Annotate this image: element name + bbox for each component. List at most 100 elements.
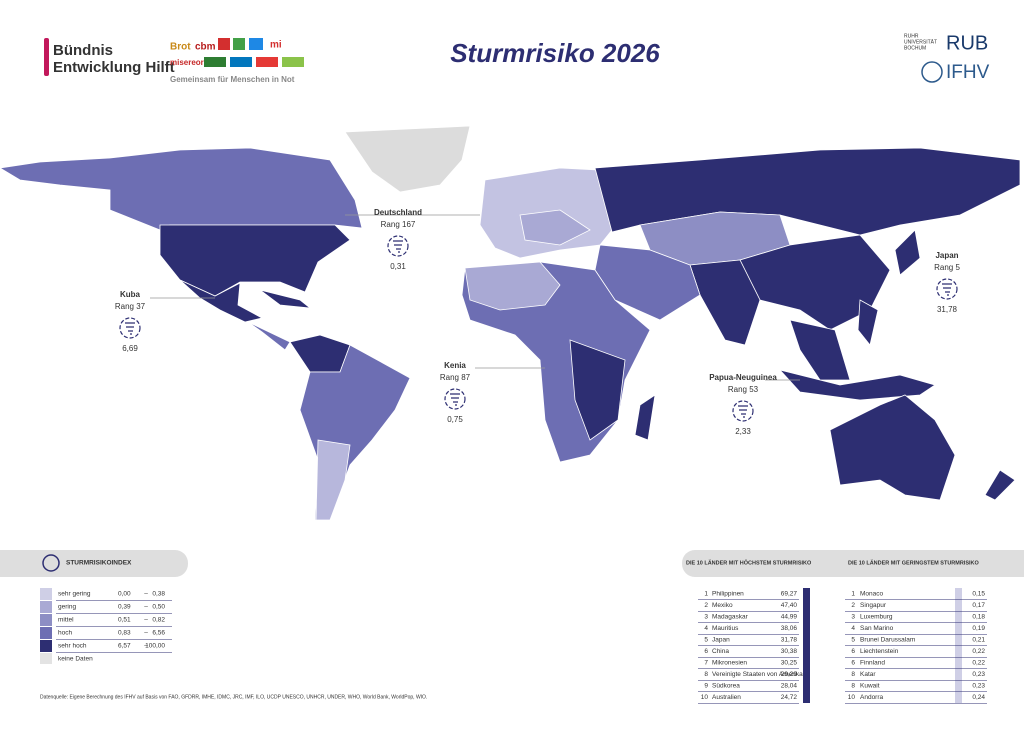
- table-rank: 6: [704, 648, 708, 655]
- storm-icon: [942, 283, 952, 296]
- table-value: 0,23: [972, 671, 985, 678]
- table-country: Katar: [860, 671, 876, 678]
- storm-icon: [936, 278, 958, 300]
- table-value: 0,23: [972, 683, 985, 690]
- table-rank: 10: [848, 694, 856, 701]
- org-name: Bündnis: [53, 42, 113, 59]
- callout-rank: Rang 37: [115, 302, 146, 311]
- uni-name: BOCHUM: [904, 45, 926, 51]
- legend-swatch: [40, 601, 52, 613]
- table-value: 0,15: [972, 591, 985, 598]
- table-header: [682, 550, 1024, 577]
- callout-value: 6,69: [122, 344, 138, 353]
- uni-name: UNIVERSITÄT: [904, 38, 937, 45]
- table-value: 0,21: [972, 637, 985, 644]
- legend-label: mittel: [58, 617, 74, 624]
- table-country: San Marino: [860, 625, 894, 632]
- institute-logo: [921, 61, 943, 83]
- table-rank: 3: [851, 614, 855, 621]
- callout-value: 0,31: [390, 262, 406, 271]
- table-value: 0,18: [972, 614, 985, 621]
- table-title: DIE 10 LÄNDER MIT HÖCHSTEM STURMRISIKO: [686, 559, 812, 566]
- table-bar: [803, 588, 810, 703]
- callout-country: Kenia: [444, 361, 466, 370]
- partner-logo: [204, 57, 226, 67]
- legend-to: 100,00: [145, 643, 165, 650]
- table-value: 47,40: [781, 602, 798, 609]
- logo-bar: [44, 38, 49, 76]
- legend-swatch: [40, 627, 52, 639]
- table-rank: 1: [851, 591, 855, 598]
- table-rank: 5: [851, 637, 855, 644]
- partner-logo: Brot: [170, 42, 191, 53]
- mexico: [179, 279, 264, 323]
- east-africa: [569, 339, 626, 441]
- callout-country: Papua-Neuguinea: [709, 373, 777, 382]
- table-rank: 9: [704, 683, 708, 690]
- source-note: Datenquelle: Eigene Berechnung des IFHV …: [40, 694, 427, 700]
- table-rank: 5: [704, 637, 708, 644]
- table-country: Vereinigte Staaten von Amerika: [712, 671, 803, 678]
- callout-rank: Rang 5: [934, 263, 960, 272]
- table-value: 31,78: [781, 637, 798, 644]
- table-country: Liechtenstein: [860, 648, 899, 655]
- usa: [159, 224, 351, 297]
- storm-icon: [738, 405, 748, 418]
- partner-logo: mi: [270, 40, 282, 51]
- southeast-asia: [789, 319, 851, 381]
- callout-country: Kuba: [120, 290, 141, 299]
- table-country: Andorra: [860, 694, 884, 701]
- table-country: Philippinen: [712, 591, 744, 598]
- table-value: 44,99: [781, 614, 798, 621]
- table-value: 30,25: [781, 660, 798, 667]
- table-rank: 2: [704, 602, 708, 609]
- callout-country: Japan: [935, 251, 958, 260]
- callout-rank: Rang 167: [381, 220, 416, 229]
- table-rank: 2: [851, 602, 855, 609]
- legend-from: 0,39: [118, 604, 131, 611]
- partner-logo: [249, 38, 263, 50]
- table-rank: 3: [704, 614, 708, 621]
- philippines: [857, 299, 879, 346]
- title: Sturmrisiko 2026: [450, 38, 660, 68]
- callout-value: 0,75: [447, 415, 463, 424]
- table-rank: 6: [851, 660, 855, 667]
- partner-logo: [230, 57, 252, 67]
- storm-icon: [393, 240, 403, 253]
- callout-rank: Rang 87: [440, 373, 471, 382]
- table-title: DIE 10 LÄNDER MIT GERINGSTEM STURMRISIKO: [848, 559, 980, 566]
- legend-label: sehr gering: [58, 591, 91, 598]
- table-rank: 10: [701, 694, 709, 701]
- storm-icon: [119, 317, 141, 339]
- legend-separator: –: [144, 604, 148, 611]
- legend-separator: –: [144, 630, 148, 637]
- legend-to: 6,56: [152, 630, 165, 637]
- legend-swatch: [40, 614, 52, 626]
- storm-icon: [732, 400, 754, 422]
- table-country: Australien: [712, 694, 741, 701]
- legend-to: 0,82: [152, 617, 165, 624]
- legend-from: 0,00: [118, 591, 131, 598]
- storm-icon: [125, 322, 135, 335]
- table-country: Madagaskar: [712, 614, 749, 621]
- uni-abbr: RUB: [946, 32, 988, 54]
- legend-swatch: [40, 653, 52, 664]
- table-rank: 6: [851, 648, 855, 655]
- legend-separator: –: [144, 643, 148, 650]
- legend-title: STURMRISIKOINDEX: [66, 560, 132, 567]
- callout-value: 2,33: [735, 427, 751, 436]
- japan: [894, 229, 921, 276]
- table-country: Luxemburg: [860, 614, 893, 621]
- table-country: Mikronesien: [712, 660, 747, 667]
- legend-label: sehr hoch: [58, 643, 87, 650]
- new-zealand: [984, 469, 1016, 501]
- legend-from: 0,51: [118, 617, 131, 624]
- central-europe: [519, 209, 591, 246]
- table-rank: 8: [851, 671, 855, 678]
- cuba: [259, 289, 312, 309]
- table-rank: 4: [851, 625, 855, 632]
- world-map: [0, 125, 1021, 521]
- partner-logo: [218, 38, 230, 50]
